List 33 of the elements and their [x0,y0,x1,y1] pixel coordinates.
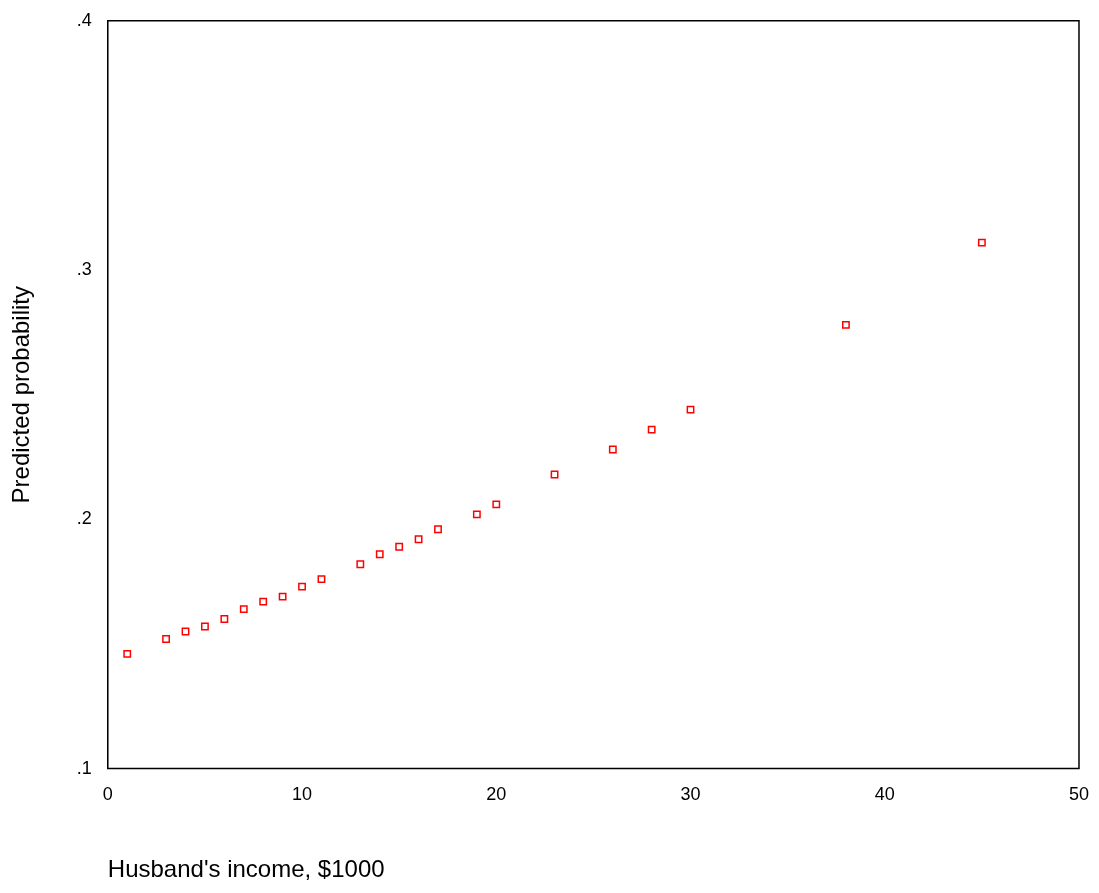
point [239,605,248,613]
x-tick-label: 10 [292,784,313,805]
y-tick-label: .2 [76,508,92,529]
point [356,560,365,569]
x-tick-label: 40 [874,784,895,805]
point [259,597,268,606]
y-tick-label: .1 [76,757,92,778]
point [123,650,132,658]
point [686,405,695,414]
y-tick-label: .4 [76,9,92,30]
x-tick-label: 0 [102,784,113,805]
x-tick-label: 30 [680,784,701,805]
point [201,622,209,631]
point [395,542,404,551]
y-tick-label: .3 [76,259,92,280]
point [434,525,442,534]
point [162,635,171,643]
point [608,445,617,454]
point [278,592,287,601]
point [492,500,501,509]
point [414,535,423,544]
point [220,615,229,623]
point [647,425,656,434]
x-axis-title: Husband's income, $1000 [107,855,385,883]
point [472,510,481,519]
point [375,550,384,559]
point [298,582,306,591]
y-axis-title: Predicted probability [7,285,35,504]
point [977,238,986,247]
point [317,575,326,584]
point [841,320,850,329]
x-tick-label: 20 [486,784,507,805]
x-tick-label: 50 [1068,784,1089,805]
